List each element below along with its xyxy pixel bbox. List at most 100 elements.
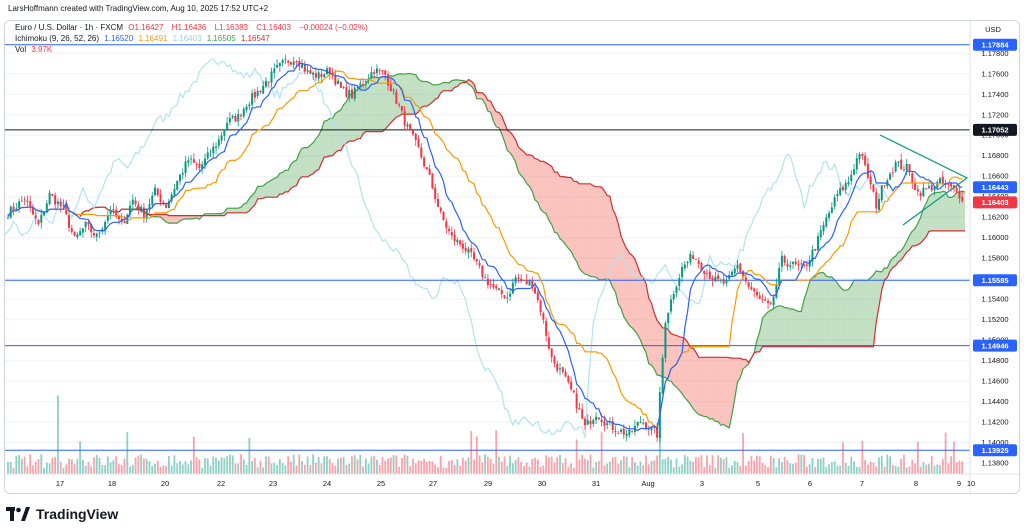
volume-bar — [409, 466, 412, 474]
candle-body — [131, 199, 134, 205]
cloud-segment — [584, 183, 588, 275]
legend-ichimoku-tenkan: 1.16520 — [104, 34, 134, 43]
candle-body — [753, 288, 756, 292]
cloud-segment — [962, 191, 965, 231]
cloud-segment — [637, 266, 641, 340]
volume-bar — [925, 464, 928, 474]
volume-bar — [897, 466, 900, 474]
volume-bar — [20, 458, 23, 474]
cloud-segment — [781, 305, 785, 347]
price-chart[interactable]: USD1.178001.176001.174001.172001.170001.… — [5, 21, 1021, 495]
cloud-segment — [282, 170, 286, 195]
volume-bar — [489, 458, 492, 474]
volume-bar — [731, 465, 733, 474]
cloud-segment — [768, 310, 771, 347]
cloud-segment — [693, 348, 696, 412]
candle-body — [628, 429, 631, 436]
candle-body — [531, 280, 534, 288]
volume-bar — [584, 458, 586, 474]
cloud-segment — [426, 81, 430, 107]
candle-body — [370, 72, 373, 79]
cloud-segment — [540, 161, 544, 213]
candle-body — [914, 183, 917, 190]
volume-bar — [703, 466, 706, 474]
candle-body — [242, 108, 245, 117]
volume-bar — [550, 456, 553, 474]
candle-body — [45, 203, 48, 213]
volume-bar — [217, 460, 220, 474]
cloud-segment — [723, 357, 727, 427]
candle-body — [79, 231, 82, 236]
volume-bar — [914, 463, 916, 474]
volume-bar — [733, 460, 736, 474]
cloud-segment — [363, 84, 366, 134]
cloud-segment — [263, 183, 266, 199]
candle-body — [855, 158, 858, 170]
volume-bar — [611, 457, 614, 474]
candle-body — [830, 207, 833, 213]
cloud-segment — [715, 357, 719, 422]
candle-body — [567, 376, 570, 382]
x-tick-label: 18 — [108, 479, 116, 488]
candle-body — [267, 81, 270, 83]
x-tick-label: 24 — [323, 479, 331, 488]
cloud-segment — [576, 181, 580, 269]
volume-bar — [192, 436, 195, 474]
cloud-segment — [820, 272, 824, 347]
volume-bar — [922, 462, 925, 474]
volume-bar — [889, 456, 892, 474]
candle-body — [744, 277, 747, 282]
volume-bar — [839, 465, 842, 474]
cloud-segment — [934, 192, 938, 231]
volume-bar — [647, 464, 650, 474]
candle-body — [173, 189, 176, 196]
volume-bar — [262, 467, 265, 474]
candle-body — [442, 212, 445, 221]
candle-body — [927, 186, 930, 189]
cloud-segment — [241, 204, 244, 213]
y-tick-label: 1.17600 — [981, 69, 1008, 78]
x-tick-label: 25 — [377, 479, 385, 488]
volume-bar — [803, 455, 806, 474]
candle-body — [226, 122, 229, 130]
volume-bar — [129, 466, 131, 474]
legend-vol-row[interactable]: Vol 3.97K — [15, 45, 55, 54]
volume-bar — [242, 459, 245, 474]
volume-bar — [484, 454, 487, 474]
candle-body — [922, 187, 925, 197]
volume-bar — [842, 442, 844, 474]
volume-bar — [800, 454, 803, 474]
candle-body — [522, 279, 525, 281]
candle-body — [420, 147, 423, 158]
volume-bar — [936, 464, 939, 474]
cloud-segment — [523, 151, 527, 184]
tradingview-logo[interactable]: TradingView — [6, 503, 118, 525]
candle-body — [251, 93, 254, 105]
volume-bar — [398, 466, 401, 474]
cloud-segment — [188, 215, 192, 219]
cloud-segment — [238, 207, 242, 213]
legend-symbol[interactable]: Euro / U.S. Dollar · 1h · FXCM — [15, 23, 124, 32]
cloud-segment — [243, 202, 247, 213]
volume-bar — [290, 461, 292, 474]
candle-body — [295, 61, 298, 63]
candle-body — [217, 139, 220, 146]
candle-body — [800, 263, 803, 265]
candle-body — [203, 158, 206, 166]
candle-body — [51, 194, 54, 196]
volume-bar — [204, 458, 206, 474]
cloud-segment — [676, 335, 680, 391]
candle-body — [276, 65, 279, 68]
candle-body — [284, 59, 287, 60]
cloud-segment — [349, 93, 352, 142]
candle-body — [853, 169, 856, 175]
legend-ichimoku-row[interactable]: Ichimoku (9, 26, 52, 26) 1.16520 1.16491… — [15, 34, 273, 43]
cloud-segment — [795, 310, 799, 347]
volume-bar — [805, 466, 808, 474]
cloud-segment — [268, 179, 272, 198]
candle-body — [822, 224, 825, 232]
volume-bar — [345, 464, 348, 474]
volume-bar — [470, 431, 473, 474]
volume-bar — [106, 456, 109, 474]
chart-frame[interactable]: USD1.178001.176001.174001.172001.170001.… — [4, 20, 1021, 495]
